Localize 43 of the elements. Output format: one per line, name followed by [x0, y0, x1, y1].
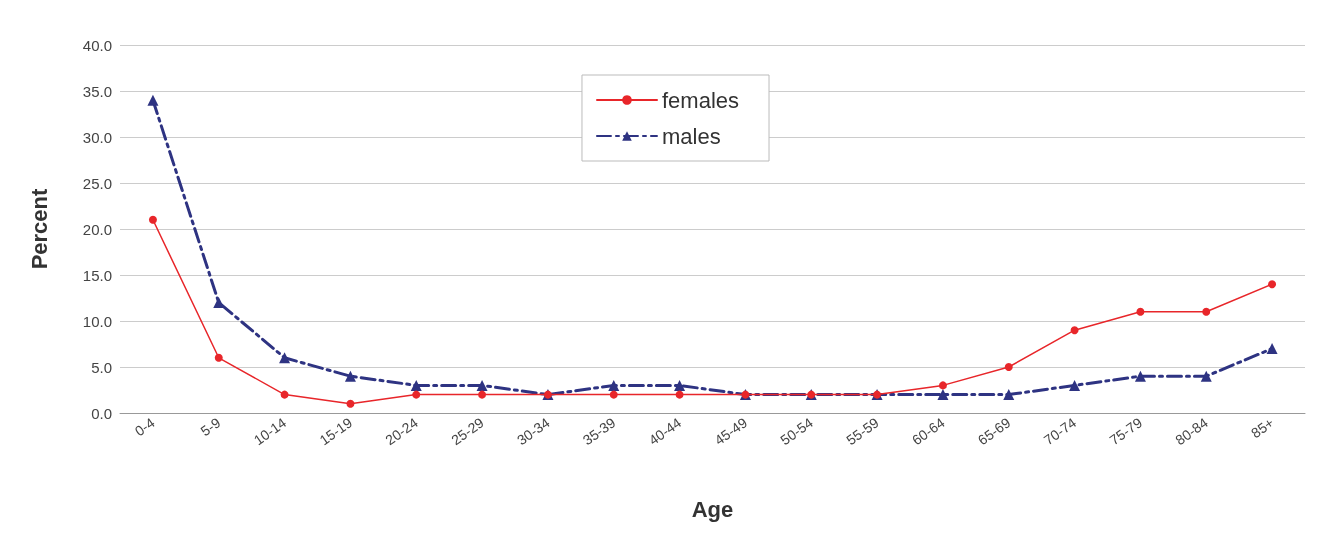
- legend-label: females: [661, 87, 740, 113]
- y-tick-label: 0.0: [91, 404, 112, 422]
- y-tick-label: 20.0: [82, 220, 112, 238]
- point: [1134, 370, 1146, 382]
- point: [346, 399, 355, 408]
- y-tick-label: 40.0: [82, 36, 112, 54]
- legend-label: males: [661, 123, 721, 149]
- x-tick-label: 85+: [1248, 414, 1277, 442]
- y-tick-label: 35.0: [82, 82, 112, 100]
- point: [674, 379, 686, 391]
- point: [147, 94, 159, 106]
- y-tick-label: 5.0: [91, 358, 112, 376]
- point: [279, 352, 291, 364]
- point: [344, 370, 356, 382]
- point: [937, 389, 949, 401]
- point: [476, 379, 488, 391]
- point: [1136, 307, 1145, 316]
- point: [1070, 326, 1079, 335]
- y-tick-label: 30.0: [82, 128, 112, 146]
- y-tick-label: 10.0: [82, 312, 112, 330]
- x-tick-label: 5-9: [197, 414, 224, 440]
- point: [148, 215, 157, 224]
- point: [412, 390, 421, 399]
- point: [1003, 389, 1015, 401]
- point: [280, 390, 289, 399]
- point: [609, 390, 618, 399]
- y-tick-label: 25.0: [82, 174, 112, 192]
- x-tick-label: 0-4: [131, 414, 158, 440]
- point: [214, 353, 223, 362]
- point: [675, 390, 684, 399]
- y-axis-title: Percent: [26, 187, 52, 270]
- point: [1202, 307, 1211, 316]
- y-tick-label: 15.0: [82, 266, 112, 284]
- point: [938, 381, 947, 390]
- x-axis-title: Age: [691, 496, 734, 522]
- point: [1200, 370, 1212, 382]
- point: [1268, 280, 1277, 289]
- point: [410, 379, 422, 391]
- point: [478, 390, 487, 399]
- point: [1266, 343, 1278, 355]
- point: [1004, 363, 1013, 371]
- point: [1069, 379, 1081, 391]
- point: [608, 379, 620, 391]
